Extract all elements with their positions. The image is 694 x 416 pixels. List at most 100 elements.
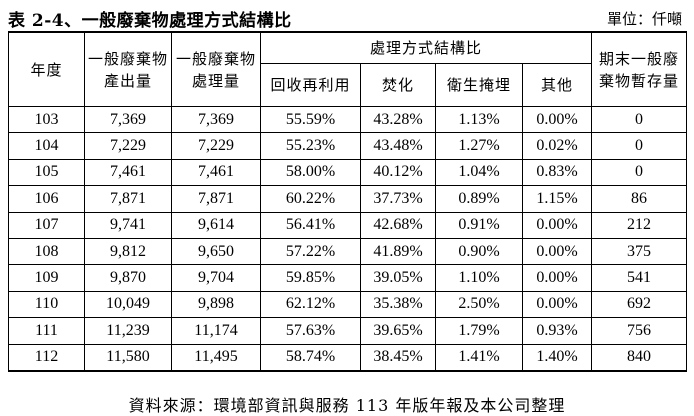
- cell-treated: 7,229: [171, 132, 261, 160]
- cell-landfill: 1.27%: [435, 132, 523, 160]
- cell-year: 104: [8, 132, 85, 160]
- cell-incineration: 42.68%: [360, 211, 436, 239]
- cell-generated: 9,870: [84, 264, 172, 292]
- cell-recycle: 60.22%: [260, 185, 361, 213]
- cell-treated: 9,650: [171, 237, 261, 266]
- cell-landfill: 0.91%: [435, 211, 523, 239]
- cell-year: 111: [8, 317, 85, 345]
- table-row: 108 9,812 9,650 57.22% 41.89% 0.90% 0.00% 375: [8, 237, 688, 266]
- header-other: 其他: [521, 63, 593, 107]
- cell-other: 0.83%: [521, 158, 593, 187]
- table-row: 105 7,461 7,461 58.00% 40.12% 1.04% 0.83% 0: [8, 158, 688, 187]
- table-body: 103 7,369 7,369 55.59% 43.28% 1.13% 0.00% 0 104 7…: [8, 105, 688, 372]
- cell-landfill: 1.13%: [435, 105, 523, 134]
- table-title: 表 2-4、一般廢棄物處理方式結構比: [8, 11, 292, 31]
- cell-recycle: 62.12%: [260, 290, 361, 319]
- header-structure-group: 處理方式結構比: [259, 31, 593, 64]
- source-note: 資料來源：環境部資訊與服務 113 年版年報及本公司整理: [128, 396, 566, 415]
- table-row: 110 10,049 9,898 62.12% 35.38% 2.50% 0.00% 692: [8, 290, 688, 319]
- unit-label: 單位：仟噸: [606, 10, 682, 28]
- cell-recycle: 55.59%: [260, 105, 361, 134]
- cell-landfill: 1.10%: [435, 264, 523, 292]
- cell-incineration: 40.12%: [360, 158, 436, 187]
- cell-generated: 7,369: [84, 105, 172, 134]
- waste-treatment-table: 年度 一般廢棄物產出量 一般廢棄物處理量 處理方式結構比 期末一般廢棄物暫存量 …: [8, 31, 688, 372]
- cell-treated: 11,495: [171, 343, 261, 372]
- header-incineration: 焚化: [360, 63, 436, 107]
- cell-other: 0.00%: [521, 237, 593, 266]
- cell-other: 0.00%: [521, 211, 593, 239]
- header-stored: 期末一般廢棄物暫存量: [591, 31, 688, 107]
- cell-other: 1.15%: [521, 185, 593, 213]
- cell-treated: 9,704: [171, 264, 261, 292]
- cell-year: 109: [8, 264, 85, 292]
- cell-year: 107: [8, 211, 85, 239]
- header-generated: 一般廢棄物產出量: [84, 31, 172, 107]
- cell-treated: 9,614: [171, 211, 261, 239]
- cell-generated: 7,229: [84, 132, 172, 160]
- cell-treated: 7,369: [171, 105, 261, 134]
- cell-stored: 840: [591, 343, 688, 372]
- cell-stored: 0: [591, 105, 688, 134]
- cell-stored: 212: [591, 211, 688, 239]
- cell-incineration: 37.73%: [360, 185, 436, 213]
- table-row: 103 7,369 7,369 55.59% 43.28% 1.13% 0.00% 0: [8, 105, 688, 134]
- table-caption: 表 2-4、一般廢棄物處理方式結構比 單位：仟噸: [8, 6, 686, 31]
- cell-recycle: 58.00%: [260, 158, 361, 187]
- cell-treated: 7,871: [171, 185, 261, 213]
- header-landfill: 衛生掩埋: [435, 63, 523, 107]
- header-year: 年度: [8, 31, 85, 107]
- cell-stored: 692: [591, 290, 688, 319]
- cell-other: 0.93%: [521, 317, 593, 345]
- cell-stored: 375: [591, 237, 688, 266]
- cell-stored: 756: [591, 317, 688, 345]
- cell-recycle: 57.63%: [260, 317, 361, 345]
- cell-generated: 9,812: [84, 237, 172, 266]
- cell-generated: 11,239: [84, 317, 172, 345]
- header-treated: 一般廢棄物處理量: [171, 31, 261, 107]
- cell-generated: 7,461: [84, 158, 172, 187]
- cell-landfill: 1.04%: [435, 158, 523, 187]
- cell-recycle: 59.85%: [260, 264, 361, 292]
- table-row: 111 11,239 11,174 57.63% 39.65% 1.79% 0.93% 756: [8, 317, 688, 345]
- cell-generated: 9,741: [84, 211, 172, 239]
- cell-stored: 86: [591, 185, 688, 213]
- cell-recycle: 56.41%: [260, 211, 361, 239]
- cell-incineration: 39.05%: [360, 264, 436, 292]
- cell-incineration: 35.38%: [360, 290, 436, 319]
- cell-other: 0.02%: [521, 132, 593, 160]
- cell-year: 112: [8, 343, 85, 372]
- table-row: 109 9,870 9,704 59.85% 39.05% 1.10% 0.00% 541: [8, 264, 688, 292]
- cell-landfill: 1.41%: [435, 343, 523, 372]
- table-row: 106 7,871 7,871 60.22% 37.73% 0.89% 1.15% 86: [8, 185, 688, 213]
- cell-year: 110: [8, 290, 85, 319]
- cell-other: 0.00%: [521, 105, 593, 134]
- cell-year: 105: [8, 158, 85, 187]
- cell-year: 106: [8, 185, 85, 213]
- cell-landfill: 2.50%: [435, 290, 523, 319]
- cell-stored: 0: [591, 158, 688, 187]
- cell-other: 1.40%: [521, 343, 593, 372]
- cell-other: 0.00%: [521, 290, 593, 319]
- cell-year: 103: [8, 105, 85, 134]
- cell-treated: 7,461: [171, 158, 261, 187]
- cell-recycle: 57.22%: [260, 237, 361, 266]
- header-recycle: 回收再利用: [260, 63, 361, 107]
- cell-treated: 11,174: [171, 317, 261, 345]
- cell-stored: 0: [591, 132, 688, 160]
- cell-incineration: 39.65%: [360, 317, 436, 345]
- cell-incineration: 38.45%: [360, 343, 436, 372]
- cell-recycle: 58.74%: [260, 343, 361, 372]
- cell-generated: 11,580: [84, 343, 172, 372]
- cell-incineration: 43.48%: [360, 132, 436, 160]
- cell-generated: 10,049: [84, 290, 172, 319]
- cell-treated: 9,898: [171, 290, 261, 319]
- table-row: 107 9,741 9,614 56.41% 42.68% 0.91% 0.00% 212: [8, 211, 688, 239]
- cell-landfill: 0.90%: [435, 237, 523, 266]
- cell-landfill: 0.89%: [435, 185, 523, 213]
- cell-recycle: 55.23%: [260, 132, 361, 160]
- cell-landfill: 1.79%: [435, 317, 523, 345]
- cell-other: 0.00%: [521, 264, 593, 292]
- cell-generated: 7,871: [84, 185, 172, 213]
- cell-stored: 541: [591, 264, 688, 292]
